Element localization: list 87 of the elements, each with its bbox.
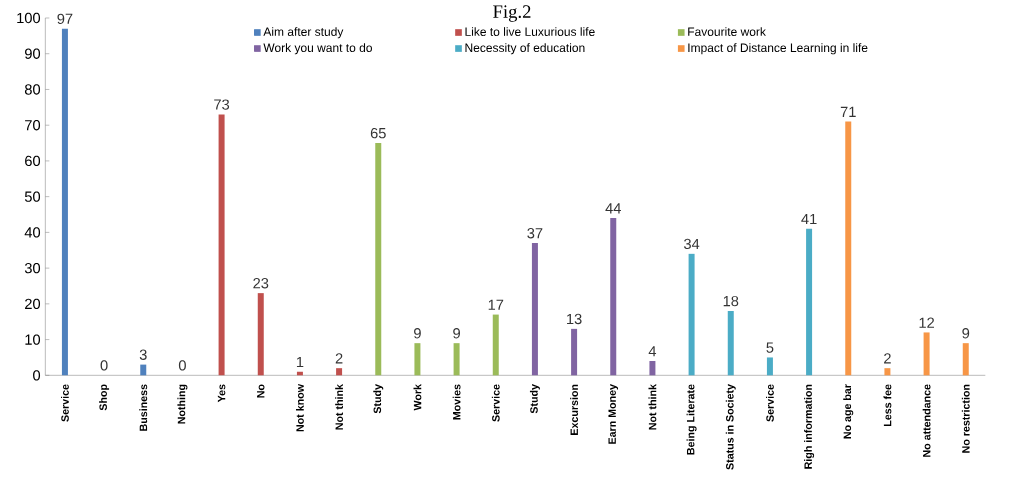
x-tick-label: No restriction (961, 384, 970, 453)
data-label: 23 (253, 278, 269, 289)
x-tick-label: No attendance (922, 384, 931, 457)
data-label: 13 (567, 313, 582, 325)
bar (766, 357, 773, 376)
bar (806, 228, 813, 376)
x-tick-label: Movies (452, 384, 461, 420)
data-label: 37 (527, 228, 543, 239)
x-tick-label: Not think (648, 384, 657, 430)
data-label: 73 (214, 99, 230, 110)
data-label: 2 (335, 353, 343, 364)
bar (492, 314, 499, 376)
x-tick-label: No (257, 384, 265, 398)
bar (610, 218, 617, 376)
bar (531, 243, 538, 376)
x-tick-label: Righ information (804, 384, 815, 469)
x-tick-label: No age bar (843, 384, 854, 439)
bar (257, 293, 264, 376)
y-tick-label: 80 (24, 84, 41, 95)
bar (727, 311, 734, 376)
data-label: 9 (453, 328, 460, 339)
data-label: 34 (684, 238, 700, 250)
legend-label: Work you want to do (263, 43, 372, 55)
data-label: 3 (139, 349, 147, 360)
x-tick-label: Shop (99, 384, 110, 411)
bar (140, 364, 147, 376)
y-tick-label: 50 (24, 191, 41, 202)
data-label: 5 (766, 342, 774, 353)
legend-label: Aim after study (263, 27, 344, 39)
legend-label: Favourite work (688, 27, 766, 36)
data-label: 0 (100, 360, 108, 371)
data-label: 17 (488, 299, 504, 310)
data-label: 12 (919, 317, 935, 328)
data-label: 97 (57, 13, 73, 24)
y-tick-label: 60 (25, 155, 41, 167)
data-label: 2 (884, 353, 891, 364)
x-tick-label: Less fee (883, 384, 892, 427)
y-tick-label: 100 (17, 12, 41, 24)
data-label: 18 (723, 295, 739, 307)
bar (571, 328, 578, 376)
y-tick-label: 90 (25, 48, 41, 59)
x-tick-label: Business (139, 384, 148, 431)
legend-label: Impact of Distance Learning in life (688, 43, 868, 55)
x-tick-label: Not think (335, 384, 344, 430)
y-tick-label: 30 (24, 262, 41, 274)
bar (61, 28, 68, 376)
legend-label: Like to live Luxurious life (465, 27, 595, 36)
bar (884, 368, 891, 376)
bar (845, 121, 852, 376)
data-label: 9 (414, 328, 421, 339)
x-tick-label: Not know (296, 384, 304, 432)
x-tick-label: Status in Society (725, 384, 736, 470)
y-tick-label: 0 (33, 370, 41, 381)
data-label: 41 (801, 214, 817, 225)
x-tick-label: Study (373, 384, 384, 414)
y-tick-label: 10 (25, 334, 41, 345)
x-tick-label: Yes (217, 384, 226, 403)
x-tick-label: Study (529, 384, 540, 414)
data-label: 9 (962, 328, 970, 339)
bar (218, 114, 225, 376)
data-label: 4 (648, 346, 657, 357)
data-label: 1 (296, 356, 304, 368)
data-label: 44 (605, 203, 621, 214)
x-tick-label: Service (61, 384, 69, 422)
x-tick-label: Service (491, 384, 500, 422)
y-tick-label: 70 (25, 120, 41, 131)
bar (649, 361, 656, 376)
legend-label: Necessity of education (465, 43, 585, 55)
x-tick-label: Excursion (570, 384, 579, 435)
bar (962, 343, 969, 376)
x-tick-label: Being Literate (686, 384, 697, 455)
x-tick-label: Earn Money (608, 384, 619, 444)
bar (375, 143, 382, 376)
bar (414, 343, 421, 376)
data-label: 0 (178, 360, 186, 371)
bar (453, 343, 460, 376)
data-label: 65 (370, 127, 386, 139)
bar (336, 368, 343, 376)
x-tick-label: Service (766, 384, 774, 422)
chart-title: Fig.2 (493, 5, 531, 22)
data-label: 71 (840, 106, 856, 117)
x-tick-label: Nothing (177, 384, 188, 424)
bar (688, 253, 695, 376)
y-tick-label: 40 (24, 227, 41, 238)
x-tick-label: Work (413, 384, 422, 411)
bar (923, 332, 930, 376)
y-tick-label: 20 (25, 298, 41, 310)
